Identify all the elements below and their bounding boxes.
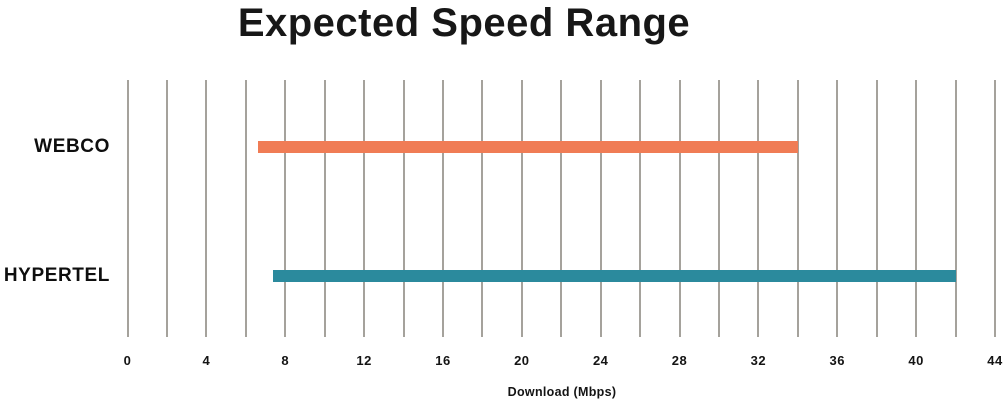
gridline <box>678 80 681 337</box>
gridline <box>363 80 366 337</box>
chart-title: Expected Speed Range <box>237 1 691 45</box>
gridline <box>599 80 602 337</box>
gridline <box>915 80 918 337</box>
x-tick-label: 12 <box>356 353 372 368</box>
x-tick-label: 40 <box>908 353 924 368</box>
gridline <box>875 80 878 337</box>
x-tick-label: 24 <box>592 353 609 368</box>
x-tick-label: 0 <box>123 353 132 368</box>
gridline <box>796 80 799 337</box>
gridline <box>520 80 523 337</box>
x-tick-label: 4 <box>202 353 211 368</box>
range-bar-hypertel <box>273 269 956 282</box>
gridline <box>954 80 957 337</box>
gridline <box>757 80 760 337</box>
category-label-hypertel: HYPERTEL <box>3 264 110 286</box>
gridline <box>717 80 720 337</box>
gridline <box>323 80 326 337</box>
gridline <box>560 80 563 337</box>
gridline <box>481 80 484 337</box>
x-tick-label: 16 <box>435 353 451 368</box>
x-tick-label: 8 <box>281 353 290 368</box>
gridline <box>284 80 287 337</box>
gridline <box>244 80 247 337</box>
gridline <box>402 80 405 337</box>
gridline <box>165 80 168 337</box>
gridline <box>639 80 642 337</box>
gridline <box>441 80 444 337</box>
x-tick-label: 32 <box>750 353 767 368</box>
x-tick-label: 36 <box>829 353 845 368</box>
gridline <box>205 80 208 337</box>
x-tick-label: 20 <box>514 353 530 368</box>
gridline <box>836 80 839 337</box>
range-bar-webco <box>257 141 798 154</box>
x-tick-label: 44 <box>987 353 1003 368</box>
category-label-webco: WEBCO <box>34 136 110 158</box>
gridline <box>994 80 996 337</box>
x-axis-label: Download (Mbps) <box>507 385 617 399</box>
gridline <box>126 80 129 337</box>
x-tick-label: 28 <box>671 353 688 368</box>
